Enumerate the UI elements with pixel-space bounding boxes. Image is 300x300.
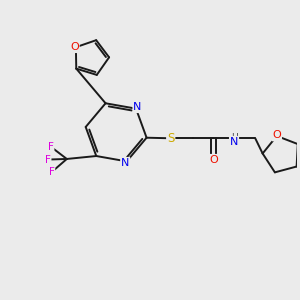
- Text: O: O: [209, 155, 218, 165]
- Text: F: F: [48, 142, 54, 152]
- Text: N: N: [121, 158, 129, 168]
- Text: O: O: [272, 130, 281, 140]
- Text: N: N: [230, 137, 238, 147]
- Text: H: H: [231, 133, 238, 142]
- Text: S: S: [167, 132, 174, 145]
- Text: F: F: [49, 167, 54, 177]
- Text: N: N: [133, 102, 142, 112]
- Text: F: F: [45, 154, 51, 165]
- Text: O: O: [70, 42, 79, 52]
